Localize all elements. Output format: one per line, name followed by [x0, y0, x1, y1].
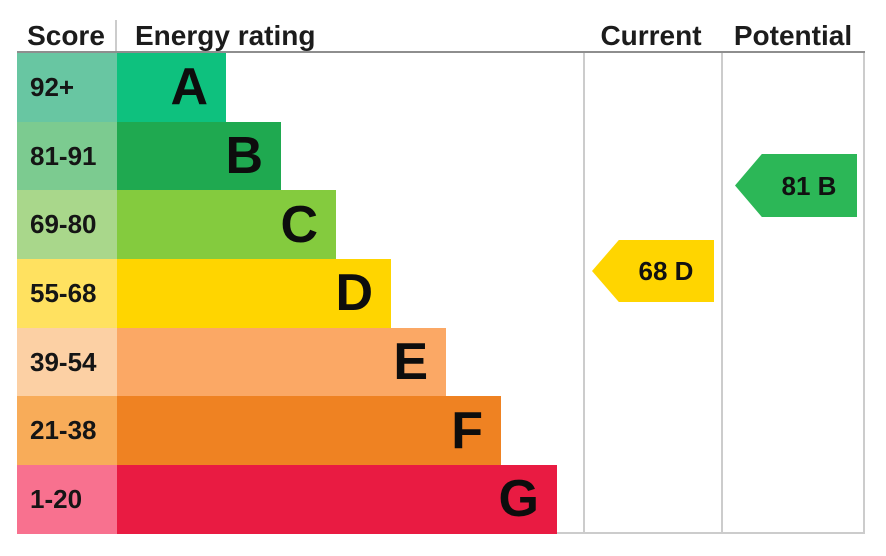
potential-column-divider [721, 20, 723, 534]
rating-bands: 92+ A 81-91 B 69-80 C 55-68 D 39-54 E 21… [17, 53, 865, 534]
band-row-e: 39-54 E [17, 327, 865, 397]
score-range-cell: 81-91 [17, 121, 117, 191]
rating-bar: G [117, 465, 557, 534]
rating-bar: D [117, 259, 391, 328]
potential-rating-label: 81 B [781, 170, 837, 201]
potential-rating-arrow: 81 B [735, 154, 857, 217]
score-range-cell: 1-20 [17, 465, 117, 534]
score-column-header: Score [17, 20, 117, 51]
score-range-cell: 69-80 [17, 190, 117, 260]
score-range-cell: 39-54 [17, 327, 117, 397]
band-row-c: 69-80 C [17, 190, 865, 260]
chart-header-row: Score Energy rating Current Potential [17, 20, 865, 53]
rating-bar: C [117, 190, 336, 260]
current-rating-label: 68 D [638, 256, 694, 286]
band-row-f: 21-38 F [17, 396, 865, 466]
band-row-b: 81-91 B [17, 121, 865, 191]
band-row-a: 92+ A [17, 53, 865, 122]
score-range-cell: 92+ [17, 53, 117, 122]
rating-bar: F [117, 396, 501, 466]
rating-bar: A [117, 53, 226, 122]
current-column-divider [583, 20, 585, 534]
potential-column-header: Potential [733, 19, 853, 51]
current-column-header: Current [600, 19, 702, 51]
band-row-g: 1-20 G [17, 465, 865, 534]
energy-rating-column-header: Energy rating [135, 19, 316, 51]
rating-bar: B [117, 121, 281, 191]
current-rating-arrow: 68 D [592, 240, 714, 302]
band-row-d: 55-68 D [17, 259, 865, 328]
score-range-cell: 21-38 [17, 396, 117, 466]
score-range-cell: 55-68 [17, 259, 117, 328]
rating-bar: E [117, 327, 446, 397]
